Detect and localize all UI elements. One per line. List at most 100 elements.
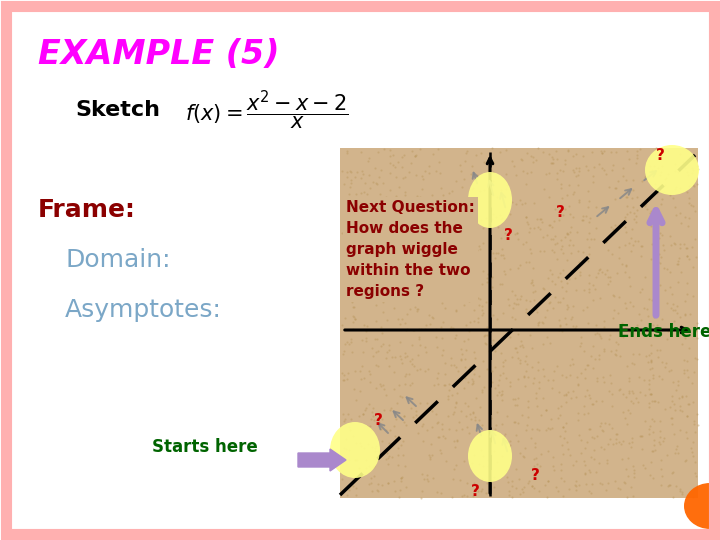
Point (686, 379, 698, 387)
Point (643, 402, 654, 411)
Point (645, 357, 657, 366)
Point (500, 374, 511, 383)
Point (495, 391, 507, 400)
Point (583, 391, 595, 400)
Point (450, 426, 462, 434)
Point (602, 478, 613, 487)
Point (459, 157, 471, 165)
Point (593, 350, 605, 359)
Point (426, 198, 438, 207)
Point (486, 144, 498, 152)
Point (369, 262, 381, 271)
Point (397, 204, 409, 212)
Point (531, 425, 542, 434)
Point (564, 393, 576, 402)
Point (640, 199, 652, 208)
Point (624, 207, 636, 216)
Point (467, 408, 478, 417)
Point (504, 441, 516, 449)
Point (507, 313, 518, 321)
Point (671, 441, 683, 450)
Point (654, 440, 666, 449)
Point (438, 191, 449, 199)
Point (667, 397, 678, 406)
Point (580, 374, 591, 382)
Point (540, 425, 552, 434)
Point (413, 334, 425, 343)
Point (559, 160, 570, 168)
Point (521, 218, 532, 226)
Point (345, 415, 356, 424)
Point (423, 214, 435, 223)
Point (626, 224, 638, 233)
Point (566, 313, 577, 322)
Point (454, 253, 466, 262)
Point (500, 466, 511, 475)
Point (504, 333, 516, 342)
Point (413, 332, 425, 341)
Point (372, 179, 383, 188)
Point (572, 409, 584, 417)
Point (586, 453, 598, 461)
Point (586, 234, 598, 243)
Point (502, 473, 513, 482)
Point (387, 160, 399, 169)
Point (528, 199, 539, 207)
Point (485, 166, 497, 175)
Point (357, 170, 369, 179)
Point (435, 488, 446, 497)
Point (424, 320, 436, 328)
Point (397, 412, 409, 421)
Point (495, 349, 507, 357)
Point (528, 264, 539, 272)
Point (426, 313, 438, 322)
Text: Asymptotes:: Asymptotes: (65, 298, 222, 322)
Point (420, 325, 431, 333)
Point (356, 362, 367, 370)
Point (516, 337, 527, 346)
Point (592, 431, 603, 440)
Point (629, 472, 640, 481)
Point (345, 226, 356, 234)
Point (519, 356, 531, 365)
Point (561, 191, 572, 200)
Point (602, 280, 613, 288)
Point (353, 411, 364, 420)
Point (644, 208, 656, 217)
Point (432, 144, 444, 153)
Point (645, 357, 657, 366)
Point (562, 444, 574, 453)
Point (372, 346, 384, 355)
Point (358, 374, 369, 382)
Point (506, 353, 518, 361)
Point (583, 229, 595, 238)
Point (400, 482, 411, 491)
Point (504, 210, 516, 218)
Point (491, 193, 503, 201)
Point (564, 484, 575, 493)
Point (654, 213, 666, 222)
Point (435, 260, 446, 268)
Point (446, 186, 457, 195)
Point (541, 231, 553, 239)
Point (526, 168, 537, 177)
Point (338, 370, 350, 379)
Point (522, 396, 534, 405)
Point (490, 421, 502, 429)
Point (624, 439, 635, 448)
Point (427, 423, 438, 432)
Point (681, 366, 693, 374)
Point (338, 264, 350, 272)
Point (586, 433, 598, 441)
Point (380, 291, 392, 299)
Point (685, 201, 697, 210)
Point (607, 160, 618, 169)
Point (521, 168, 533, 177)
Point (664, 403, 675, 411)
Point (681, 278, 693, 287)
Point (341, 491, 352, 500)
Point (638, 376, 649, 384)
Point (546, 277, 557, 286)
Point (490, 248, 502, 257)
Point (446, 200, 457, 208)
